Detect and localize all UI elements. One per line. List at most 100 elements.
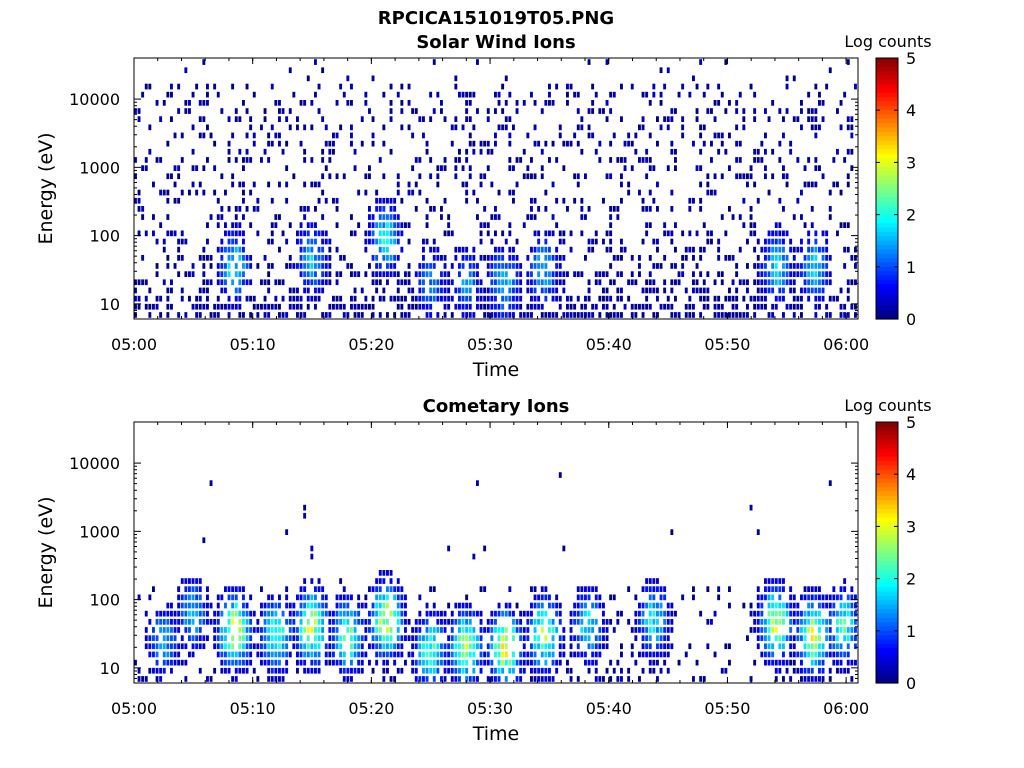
count-cell <box>270 83 274 90</box>
count-cell <box>198 667 202 674</box>
count-cell <box>458 157 461 163</box>
count-cell <box>310 627 314 633</box>
count-cell <box>738 91 742 98</box>
count-cell <box>458 635 461 641</box>
count-cell <box>814 651 818 658</box>
count-cell <box>558 271 562 277</box>
count-cell <box>252 181 256 188</box>
count-cell <box>785 635 789 641</box>
count-cell <box>486 295 490 302</box>
count-cell <box>580 148 584 155</box>
colorbar-segment <box>876 271 898 277</box>
count-cell <box>231 132 235 139</box>
count-cell <box>778 594 782 601</box>
count-cell <box>602 676 605 682</box>
count-cell <box>515 287 519 294</box>
count-cell <box>490 312 494 318</box>
count-cell <box>432 676 436 682</box>
count-cell <box>645 206 649 212</box>
count-cell <box>573 91 577 98</box>
count-cell <box>389 222 393 228</box>
count-cell <box>587 287 591 294</box>
count-cell <box>404 627 407 633</box>
count-cell <box>404 619 407 625</box>
count-cell <box>245 206 249 212</box>
count-cell <box>267 287 271 294</box>
colorbar-label: Log counts <box>844 32 931 51</box>
count-cell <box>256 312 260 318</box>
count-cell <box>422 246 425 253</box>
count-cell <box>432 206 436 212</box>
count-cell <box>818 627 821 633</box>
count-cell <box>598 157 602 163</box>
count-cell <box>587 59 591 65</box>
count-cell <box>396 594 400 601</box>
count-cell <box>778 140 782 147</box>
count-cell <box>634 148 638 155</box>
count-cell <box>321 619 325 625</box>
count-cell <box>299 594 303 601</box>
count-cell <box>580 619 584 625</box>
count-cell <box>332 132 335 139</box>
count-cell <box>483 206 487 212</box>
count-cell <box>483 659 487 666</box>
count-cell <box>270 610 274 617</box>
count-cell <box>555 83 559 90</box>
count-cell <box>825 635 829 641</box>
count-cell <box>400 303 404 310</box>
count-cell <box>526 610 530 617</box>
count-cell <box>339 610 343 617</box>
count-cell <box>454 83 458 90</box>
count-cell <box>310 643 314 650</box>
count-cell <box>825 271 829 277</box>
count-cell <box>328 610 332 617</box>
count-cell <box>753 230 757 237</box>
count-cell <box>306 643 310 650</box>
count-cell <box>440 271 443 277</box>
count-cell <box>468 140 472 147</box>
count-cell <box>789 303 793 310</box>
count-cell <box>558 279 562 286</box>
count-cell <box>148 643 152 650</box>
count-cell <box>537 610 541 617</box>
count-cell <box>180 619 184 625</box>
count-cell <box>324 197 328 204</box>
count-cell <box>749 504 753 511</box>
count-cell <box>425 643 429 650</box>
count-cell <box>317 651 321 658</box>
count-cell <box>807 643 811 650</box>
count-cell <box>494 271 497 277</box>
count-cell <box>274 619 278 625</box>
count-cell <box>162 238 166 245</box>
count-cell <box>616 214 620 220</box>
count-cell <box>778 230 782 237</box>
count-cell <box>281 676 285 682</box>
count-cell <box>526 651 530 658</box>
count-cell <box>216 222 220 228</box>
count-cell <box>378 271 382 277</box>
count-cell <box>846 222 850 228</box>
count-cell <box>339 667 343 674</box>
count-cell <box>674 312 677 318</box>
count-cell <box>602 610 605 617</box>
count-cell <box>342 255 346 261</box>
count-cell <box>645 643 649 650</box>
count-cell <box>306 303 310 310</box>
count-cell <box>810 181 814 188</box>
count-cell <box>580 602 584 609</box>
count-cell <box>854 610 857 617</box>
count-cell <box>234 287 238 294</box>
count-cell <box>598 651 602 658</box>
count-cell <box>580 124 584 131</box>
count-cell <box>677 279 681 286</box>
count-cell <box>796 295 800 302</box>
count-cell <box>328 255 332 261</box>
colorbar-segment <box>876 153 898 159</box>
count-cell <box>828 214 832 220</box>
count-cell <box>173 197 177 204</box>
count-cell <box>659 124 663 131</box>
count-cell <box>472 140 476 147</box>
count-cell <box>260 643 263 650</box>
count-cell <box>191 602 195 609</box>
count-cell <box>490 181 494 188</box>
